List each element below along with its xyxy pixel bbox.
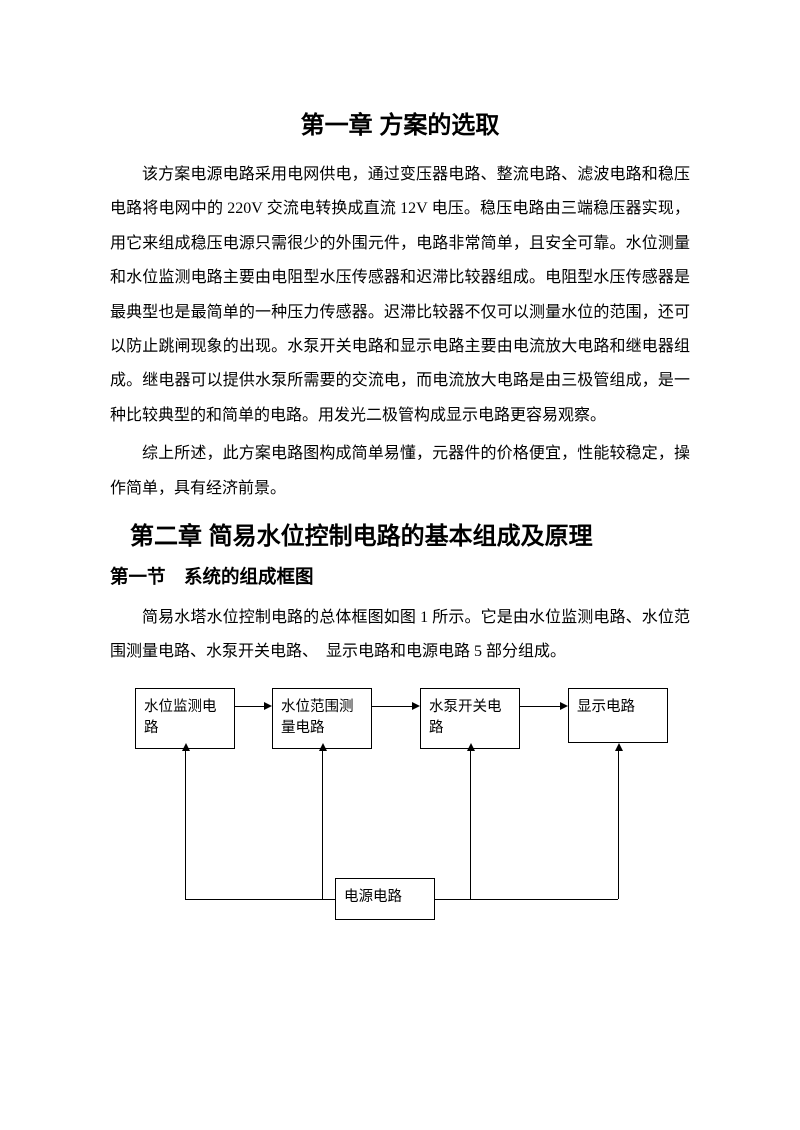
diagram-bus-line — [185, 899, 335, 900]
chapter1-title: 第一章 方案的选取 — [110, 105, 690, 140]
arrow-head-icon — [264, 702, 272, 710]
diagram-node-n3: 水泵开关电路 — [420, 688, 520, 750]
arrow-head-icon — [560, 702, 568, 710]
chapter2-title: 第二章 简易水位控制电路的基本组成及原理 — [110, 516, 690, 551]
diagram-up-line — [470, 750, 471, 899]
diagram-up-line — [185, 750, 186, 899]
arrow-head-icon — [467, 743, 475, 751]
section1-title: 第一节 系统的组成框图 — [110, 563, 690, 589]
arrow-head-icon — [182, 743, 190, 751]
diagram-node-n5: 电源电路 — [335, 878, 435, 920]
diagram-up-line — [618, 750, 619, 899]
diagram-node-n2: 水位范围测量电路 — [272, 688, 372, 750]
system-block-diagram: 水位监测电路水位范围测量电路水泵开关电路显示电路电源电路 — [110, 688, 690, 948]
diagram-node-n4: 显示电路 — [568, 688, 668, 743]
section1-para1: 简易水塔水位控制电路的总体框图如图 1 所示。它是由水位监测电路、水位范围测量电… — [110, 601, 690, 670]
diagram-bus-line — [435, 899, 618, 900]
chapter1-para2: 综上所述，此方案电路图构成简单易懂，元器件的价格便宜，性能较稳定，操作简单，具有… — [110, 437, 690, 506]
diagram-edge — [235, 706, 265, 707]
chapter1-para1: 该方案电源电路采用电网供电，通过变压器电路、整流电路、滤波电路和稳压电路将电网中… — [110, 158, 690, 433]
diagram-edge — [372, 706, 413, 707]
arrow-head-icon — [615, 743, 623, 751]
arrow-head-icon — [412, 702, 420, 710]
arrow-head-icon — [319, 743, 327, 751]
diagram-up-line — [322, 750, 323, 899]
diagram-node-n1: 水位监测电路 — [135, 688, 235, 750]
diagram-edge — [520, 706, 561, 707]
